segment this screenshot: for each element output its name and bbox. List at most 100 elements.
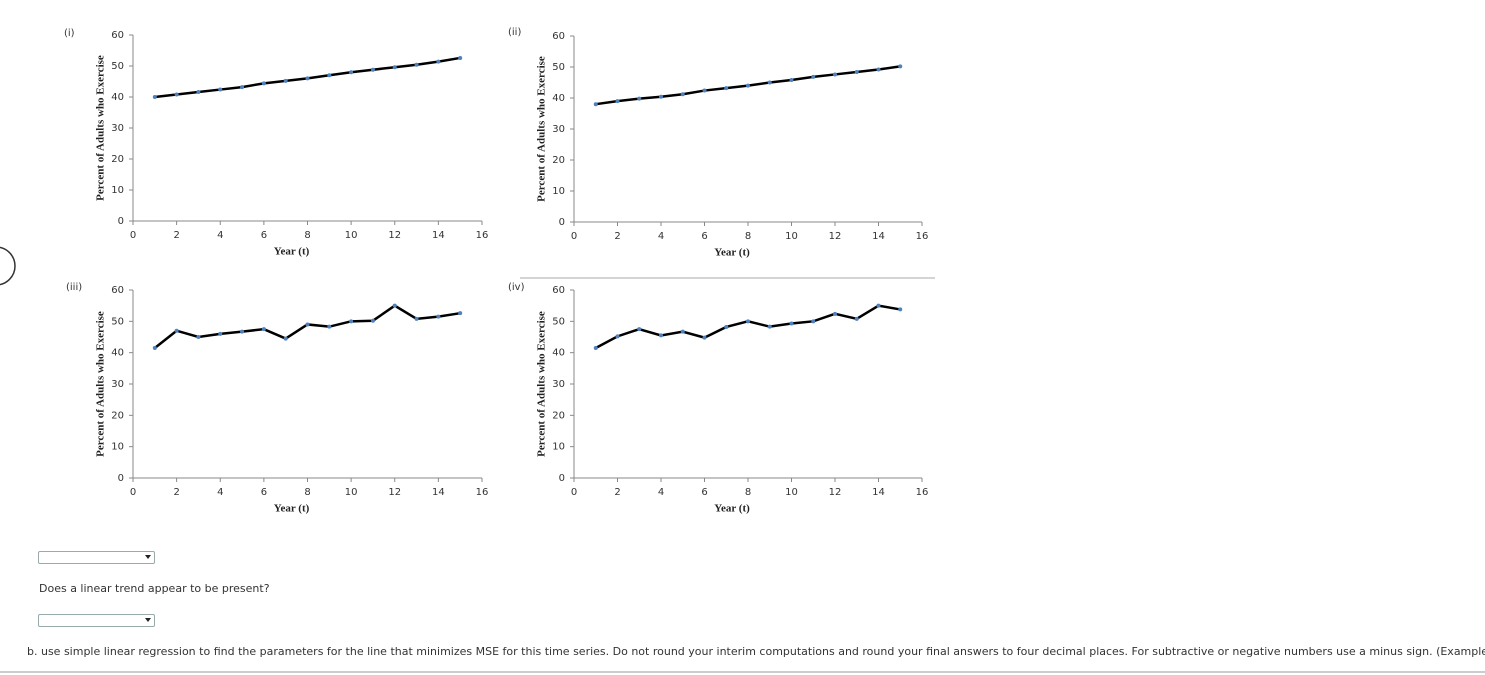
data-point xyxy=(898,307,903,312)
x-tick-label: 12 xyxy=(388,230,401,241)
data-point xyxy=(593,102,598,107)
data-point xyxy=(811,74,816,79)
data-point xyxy=(305,76,310,81)
data-point xyxy=(680,92,685,97)
data-point xyxy=(615,99,620,104)
x-tick-label: 14 xyxy=(432,230,445,241)
data-point xyxy=(327,324,332,329)
data-point xyxy=(218,331,223,336)
y-tick-label: 60 xyxy=(111,285,124,296)
chart-label: (iv) xyxy=(508,282,525,293)
data-point xyxy=(854,316,859,321)
data-point xyxy=(724,86,729,91)
x-tick-label: 12 xyxy=(829,231,842,242)
x-tick-label: 8 xyxy=(745,231,751,242)
x-axis-label: Year (t) xyxy=(274,503,310,515)
data-point xyxy=(724,324,729,329)
y-axis-label: Percent of Adults who Exercise xyxy=(536,56,548,202)
data-point xyxy=(876,303,881,308)
x-tick-label: 10 xyxy=(785,487,798,498)
data-point xyxy=(218,87,223,92)
y-tick-label: 60 xyxy=(552,31,565,42)
x-tick-label: 12 xyxy=(388,487,401,498)
data-point xyxy=(811,319,816,324)
data-point xyxy=(261,81,266,86)
y-tick-label: 0 xyxy=(118,473,124,484)
x-tick-label: 10 xyxy=(785,231,798,242)
data-point xyxy=(196,335,201,339)
y-tick-label: 20 xyxy=(552,410,565,421)
x-tick-label: 16 xyxy=(476,230,489,241)
x-tick-label: 0 xyxy=(130,230,136,241)
data-line xyxy=(154,304,461,349)
data-point xyxy=(414,316,419,321)
data-point xyxy=(349,319,354,324)
x-tick-label: 16 xyxy=(916,231,929,242)
x-tick-label: 4 xyxy=(217,230,223,241)
x-tick-label: 6 xyxy=(701,487,707,498)
x-tick-label: 16 xyxy=(916,487,929,498)
data-point xyxy=(833,311,837,316)
x-tick-label: 14 xyxy=(432,487,445,498)
data-point xyxy=(702,335,707,340)
radio[interactable] xyxy=(0,246,16,286)
data-point xyxy=(593,345,598,350)
x-tick-label: 8 xyxy=(745,487,751,498)
x-tick-label: 14 xyxy=(872,487,885,498)
chart-label: (i) xyxy=(64,28,75,39)
y-tick-label: 0 xyxy=(559,217,565,228)
y-tick-label: 20 xyxy=(111,154,124,165)
y-tick-label: 40 xyxy=(552,93,565,104)
chart-label: (iii) xyxy=(66,282,82,293)
y-tick-label: 60 xyxy=(552,285,565,296)
data-point xyxy=(370,67,375,72)
data-point xyxy=(458,55,463,60)
data-point xyxy=(458,311,463,316)
y-axis-label: Percent of Adults who Exercise xyxy=(536,311,548,457)
x-tick-label: 2 xyxy=(614,231,620,242)
y-tick-label: 10 xyxy=(111,185,124,196)
data-point xyxy=(174,328,179,333)
data-point xyxy=(436,59,441,64)
x-tick-label: 12 xyxy=(829,487,842,498)
y-tick-label: 0 xyxy=(559,473,565,484)
y-tick-label: 50 xyxy=(552,62,565,73)
data-point xyxy=(152,345,157,350)
y-tick-label: 10 xyxy=(552,442,565,453)
data-point xyxy=(789,78,794,83)
data-point xyxy=(174,92,179,97)
x-tick-label: 0 xyxy=(130,487,136,498)
y-tick-label: 50 xyxy=(111,61,124,72)
dropdown[interactable] xyxy=(38,551,155,564)
data-point xyxy=(746,319,750,324)
x-tick-label: 6 xyxy=(261,487,267,498)
data-point xyxy=(615,334,620,339)
y-tick-label: 30 xyxy=(111,123,124,134)
data-point xyxy=(196,90,201,95)
x-tick-label: 2 xyxy=(173,487,179,498)
dropdown[interactable] xyxy=(38,614,155,627)
data-point xyxy=(789,321,794,326)
y-tick-label: 50 xyxy=(111,316,124,327)
data-point xyxy=(327,73,332,78)
data-point xyxy=(637,327,642,332)
data-point xyxy=(767,80,772,85)
y-axis-label: Percent of Adults who Exercise xyxy=(95,311,107,457)
data-point xyxy=(659,94,663,99)
x-tick-label: 8 xyxy=(304,230,310,241)
data-point xyxy=(854,69,859,74)
y-tick-label: 10 xyxy=(552,186,565,197)
question: Does a linear trend appear to be present… xyxy=(39,582,270,595)
data-point xyxy=(392,303,397,308)
x-axis-label: Year (t) xyxy=(274,246,310,258)
data-point xyxy=(305,322,310,327)
y-tick-label: 40 xyxy=(111,92,124,103)
y-tick-label: 50 xyxy=(552,316,565,327)
data-point xyxy=(746,83,750,88)
data-point xyxy=(898,64,903,69)
y-tick-label: 60 xyxy=(111,30,124,41)
x-tick-label: 16 xyxy=(476,487,489,498)
x-tick-label: 10 xyxy=(345,487,358,498)
chart-label: (ii) xyxy=(508,27,521,38)
